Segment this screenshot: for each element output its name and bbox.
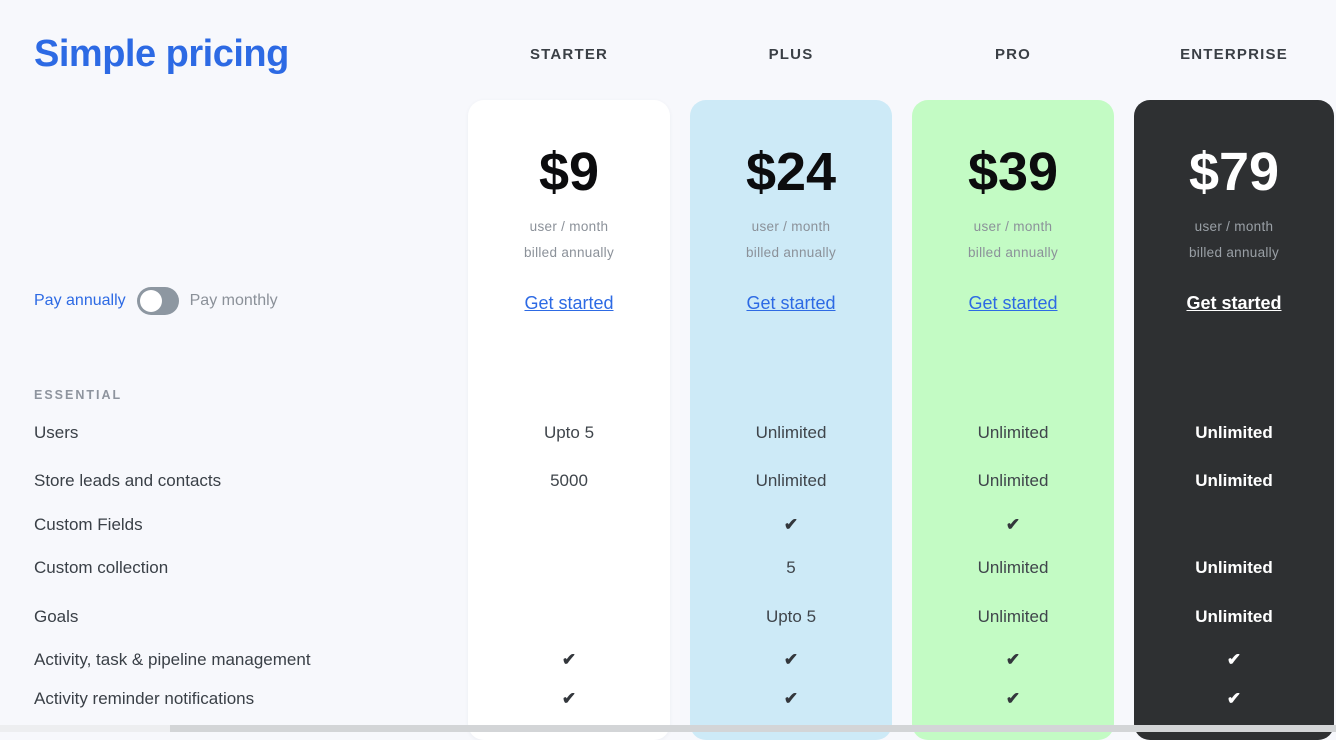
check-icon: ✔ <box>1005 689 1021 708</box>
feature-label-store-leads: Store leads and contacts <box>34 471 222 490</box>
feature-value: Unlimited <box>1195 423 1273 442</box>
price-starter: $9 <box>538 142 600 202</box>
plan-header-enterprise: ENTERPRISE <box>1180 46 1288 63</box>
feature-value: Unlimited <box>1195 607 1273 626</box>
price-plus: $24 <box>745 142 837 202</box>
feature-value: Upto 5 <box>543 423 595 442</box>
billing-toggle-row: Pay annually Pay monthly <box>34 287 278 315</box>
get-started-link-plus[interactable]: Get started <box>746 293 836 313</box>
price-unit-starter: user / month <box>529 219 609 234</box>
check-icon: ✔ <box>783 689 799 708</box>
price-unit-enterprise: user / month <box>1194 219 1274 234</box>
page-title: Simple pricing <box>34 33 289 75</box>
feature-label-custom-collection: Custom collection <box>34 558 169 577</box>
feature-label-users: Users <box>34 423 79 442</box>
plan-card-starter: $9 user / month billed annually Get star… <box>468 100 670 740</box>
plan-header-plus: PLUS <box>768 46 814 63</box>
check-icon: ✔ <box>1226 689 1242 708</box>
feature-value: Unlimited <box>1195 471 1273 490</box>
check-icon: ✔ <box>1005 515 1021 534</box>
feature-label-activity-reminder: Activity reminder notifications <box>34 689 255 708</box>
feature-value <box>1134 514 1334 536</box>
billing-note-pro: billed annually <box>967 245 1059 260</box>
section-label-essential: ESSENTIAL <box>34 388 123 402</box>
check-icon: ✔ <box>783 650 799 669</box>
feature-label-activity-task: Activity, task & pipeline management <box>34 650 311 669</box>
feature-value: Unlimited <box>977 607 1049 626</box>
plan-card-enterprise: $79 user / month billed annually Get sta… <box>1134 100 1334 740</box>
feature-value <box>468 514 670 536</box>
get-started-link-enterprise[interactable]: Get started <box>1186 293 1282 313</box>
price-unit-pro: user / month <box>973 219 1053 234</box>
get-started-link-pro[interactable]: Get started <box>968 293 1058 313</box>
billing-note-starter: billed annually <box>523 245 615 260</box>
feature-value: Unlimited <box>977 471 1049 490</box>
check-icon: ✔ <box>1226 650 1242 669</box>
get-started-link-starter[interactable]: Get started <box>524 293 614 313</box>
feature-value: Unlimited <box>1195 558 1273 577</box>
check-icon: ✔ <box>1005 650 1021 669</box>
check-icon: ✔ <box>561 650 577 669</box>
pay-monthly-label: Pay monthly <box>189 292 278 309</box>
plan-header-pro: PRO <box>994 46 1032 63</box>
feature-value: Upto 5 <box>765 607 817 626</box>
feature-value: Unlimited <box>755 423 827 442</box>
feature-value: Unlimited <box>755 471 827 490</box>
pay-annually-label: Pay annually <box>34 292 126 309</box>
feature-label-custom-fields: Custom Fields <box>34 515 143 534</box>
price-pro: $39 <box>967 142 1059 202</box>
feature-value: 5 <box>786 558 796 577</box>
billing-toggle[interactable] <box>136 287 179 315</box>
plan-header-starter: STARTER <box>529 46 609 63</box>
check-icon: ✔ <box>561 689 577 708</box>
feature-value <box>468 606 670 628</box>
billing-note-plus: billed annually <box>745 245 837 260</box>
feature-value <box>468 557 670 579</box>
feature-value: Unlimited <box>977 558 1049 577</box>
toggle-knob-icon <box>139 290 162 312</box>
check-icon: ✔ <box>783 515 799 534</box>
price-enterprise: $79 <box>1188 142 1280 202</box>
feature-value: 5000 <box>550 471 588 490</box>
billing-note-enterprise: billed annually <box>1188 245 1280 260</box>
feature-value: Unlimited <box>977 423 1049 442</box>
plan-card-pro: $39 user / month billed annually Get sta… <box>912 100 1114 740</box>
feature-label-goals: Goals <box>34 607 79 626</box>
horizontal-scrollbar-thumb[interactable] <box>170 725 1336 732</box>
price-unit-plus: user / month <box>751 219 831 234</box>
plan-card-plus: $24 user / month billed annually Get sta… <box>690 100 892 740</box>
